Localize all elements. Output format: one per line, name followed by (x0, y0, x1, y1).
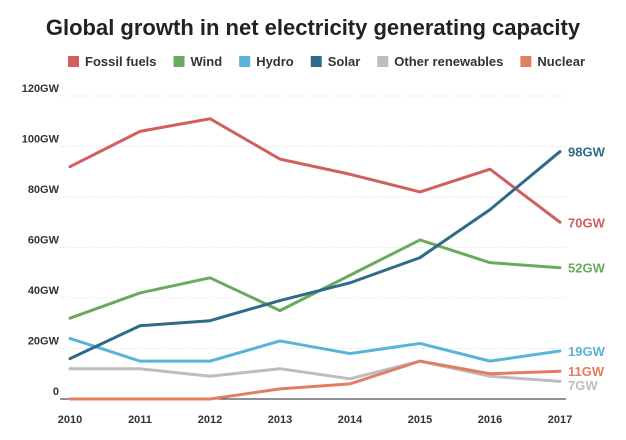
legend-swatch (239, 56, 251, 67)
y-tick-label: 20GW (28, 336, 60, 348)
y-tick-label: 80GW (28, 184, 60, 196)
legend-label: Nuclear (537, 54, 585, 69)
gridlines (60, 95, 566, 400)
x-tick-label: 2010 (58, 414, 82, 426)
legend-item: Solar (310, 54, 361, 69)
y-tick-label: 0 (53, 386, 59, 398)
legend-swatch (310, 56, 322, 67)
legend-swatch (520, 56, 532, 67)
series-end-label: 52GW (568, 261, 606, 276)
series-end-label: 11GW (568, 364, 605, 379)
legend-item: Other renewables (377, 54, 503, 69)
y-tick-label: 120GW (22, 83, 60, 95)
legend-item: Hydro (239, 54, 294, 69)
chart-title: Global growth in net electricity generat… (46, 15, 581, 40)
legend-swatch (377, 56, 389, 67)
x-tick-label: 2015 (408, 414, 432, 426)
legend-item: Fossil fuels (68, 54, 157, 69)
x-axis-ticks: 2010 2011 2012 2013 2014 2015 2016 2017 (58, 414, 572, 426)
legend-swatch (68, 56, 79, 67)
x-tick-label: 2011 (128, 414, 152, 426)
series-end-label: 98GW (568, 145, 606, 160)
legend-item: Wind (173, 54, 223, 69)
y-tick-label: 100GW (22, 134, 60, 146)
series-line (68, 150, 562, 361)
x-tick-label: 2017 (548, 414, 572, 426)
x-tick-label: 2012 (198, 414, 222, 426)
series-line (68, 359, 562, 383)
legend-label: Hydro (256, 54, 294, 69)
legend: Fossil fuels Wind Hydro Solar Other renewabl… (68, 54, 585, 69)
legend-swatch (173, 56, 185, 67)
legend-label: Solar (328, 54, 361, 69)
series-line (68, 336, 562, 363)
x-tick-label: 2016 (478, 414, 502, 426)
series-lines (68, 117, 562, 401)
legend-label: Other renewables (394, 54, 503, 69)
series-end-label: 70GW (568, 215, 606, 230)
y-axis-ticks: 0 20GW 40GW 60GW 80GW 100GW 120GW (22, 83, 60, 398)
x-tick-label: 2013 (268, 414, 292, 426)
series-end-label: 19GW (568, 344, 606, 359)
series-line (68, 117, 562, 224)
legend-label: Fossil fuels (85, 54, 157, 69)
series-line (68, 359, 562, 401)
legend-item: Nuclear (520, 54, 585, 69)
y-tick-label: 60GW (28, 235, 60, 247)
legend-label: Wind (191, 54, 223, 69)
series-end-label: 7GW (568, 378, 598, 393)
y-tick-label: 40GW (28, 285, 60, 297)
x-tick-label: 2014 (338, 414, 363, 426)
series-line (68, 238, 562, 320)
